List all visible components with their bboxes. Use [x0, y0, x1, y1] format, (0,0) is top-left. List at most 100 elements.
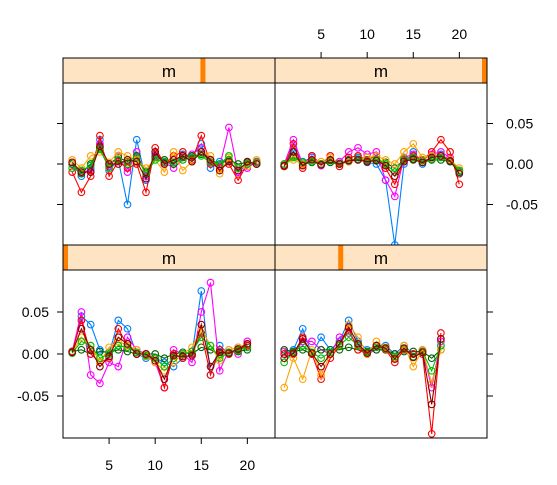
- data-point: [178, 156, 187, 164]
- data-point: [114, 324, 123, 333]
- data-point: [197, 308, 206, 316]
- data-point: [132, 148, 141, 156]
- data-point: [381, 156, 390, 164]
- data-point: [105, 352, 113, 361]
- data-point: [68, 158, 77, 167]
- x-tick-label-top: 10: [359, 26, 375, 42]
- data-point: [234, 166, 242, 175]
- data-point: [437, 135, 445, 144]
- data-point: [178, 166, 187, 175]
- data-point: [169, 148, 178, 156]
- data-point: [225, 152, 233, 160]
- series-line: [284, 332, 442, 388]
- data-point: [132, 157, 141, 166]
- data-point: [372, 337, 381, 346]
- data-point: [427, 429, 436, 438]
- data-point: [123, 156, 132, 164]
- data-point: [105, 164, 113, 172]
- data-point: [114, 345, 123, 354]
- axis-tick-layer: 5 5 10 10 15 15 20 20 -0.05 -0.05 0.00 0.00 0.05 0.05: [17, 26, 538, 473]
- series-line: [283, 138, 460, 198]
- data-point: [289, 148, 298, 156]
- data-point: [409, 155, 418, 163]
- data-point: [114, 148, 123, 156]
- data-point: [344, 343, 353, 352]
- data-point: [215, 166, 224, 175]
- data-point: [86, 152, 95, 160]
- data-point: [409, 353, 418, 362]
- data-point: [437, 152, 445, 160]
- data-point: [68, 168, 77, 176]
- data-point: [280, 161, 289, 170]
- series-line: [283, 156, 460, 173]
- x-tick-label-top: 15: [405, 26, 421, 42]
- data-point: [160, 362, 169, 371]
- data-point: [317, 160, 325, 169]
- data-point: [77, 172, 86, 181]
- data-point: [160, 160, 169, 168]
- x-tick-label-top: 20: [452, 26, 468, 42]
- data-point: [197, 287, 206, 295]
- data-point: [317, 333, 325, 342]
- strip-label: m: [162, 249, 176, 268]
- y-tick-label-right: -0.05: [506, 197, 538, 213]
- data-point: [68, 156, 77, 164]
- data-point: [96, 142, 104, 151]
- data-point: [68, 164, 77, 172]
- data-point: [123, 324, 132, 333]
- data-point: [86, 320, 95, 329]
- data-point: [344, 156, 353, 165]
- data-point: [215, 348, 224, 357]
- data-point: [169, 345, 178, 354]
- data-point: [151, 148, 160, 156]
- data-point: [344, 333, 353, 342]
- data-point: [86, 168, 95, 176]
- data-point: [169, 156, 178, 164]
- data-point: [317, 362, 325, 371]
- data-point: [409, 347, 418, 356]
- y-tick-label-left: -0.05: [17, 388, 49, 404]
- data-point: [344, 148, 353, 156]
- panel-frame-layer: [62, 57, 488, 439]
- data-point: [308, 156, 316, 164]
- strip-level-indicator: [338, 245, 344, 270]
- data-point: [381, 164, 390, 172]
- data-point: [326, 156, 335, 164]
- data-point: [123, 168, 132, 176]
- data-point: [280, 383, 289, 392]
- data-point: [418, 158, 427, 167]
- data-point: [206, 158, 215, 167]
- data-point: [317, 371, 325, 379]
- data-point: [446, 156, 454, 165]
- data-point: [354, 156, 362, 164]
- data-point: [298, 324, 307, 333]
- data-point: [243, 340, 252, 348]
- data-point: [363, 157, 372, 166]
- data-point: [96, 362, 104, 371]
- data-point: [114, 341, 123, 350]
- data-point: [243, 162, 252, 171]
- data-point: [317, 345, 325, 354]
- data-point: [354, 143, 362, 152]
- data-point: [86, 172, 95, 181]
- data-point: [206, 362, 215, 371]
- series-line: [71, 322, 248, 381]
- data-point: [77, 188, 86, 197]
- data-point: [446, 148, 454, 156]
- data-point: [390, 180, 399, 189]
- data-point: [123, 340, 132, 348]
- data-point: [437, 148, 445, 156]
- data-point: [160, 375, 169, 384]
- data-point: [427, 366, 436, 375]
- data-point: [206, 156, 215, 164]
- data-point: [252, 156, 261, 164]
- data-point: [197, 148, 206, 156]
- data-point: [409, 362, 418, 371]
- y-tick-label-left: 0.05: [22, 304, 49, 320]
- data-point: [390, 355, 399, 363]
- data-point: [68, 348, 77, 357]
- data-point: [206, 371, 215, 379]
- data-point: [114, 156, 123, 164]
- data-point: [178, 148, 187, 156]
- panel-strip: [63, 245, 275, 270]
